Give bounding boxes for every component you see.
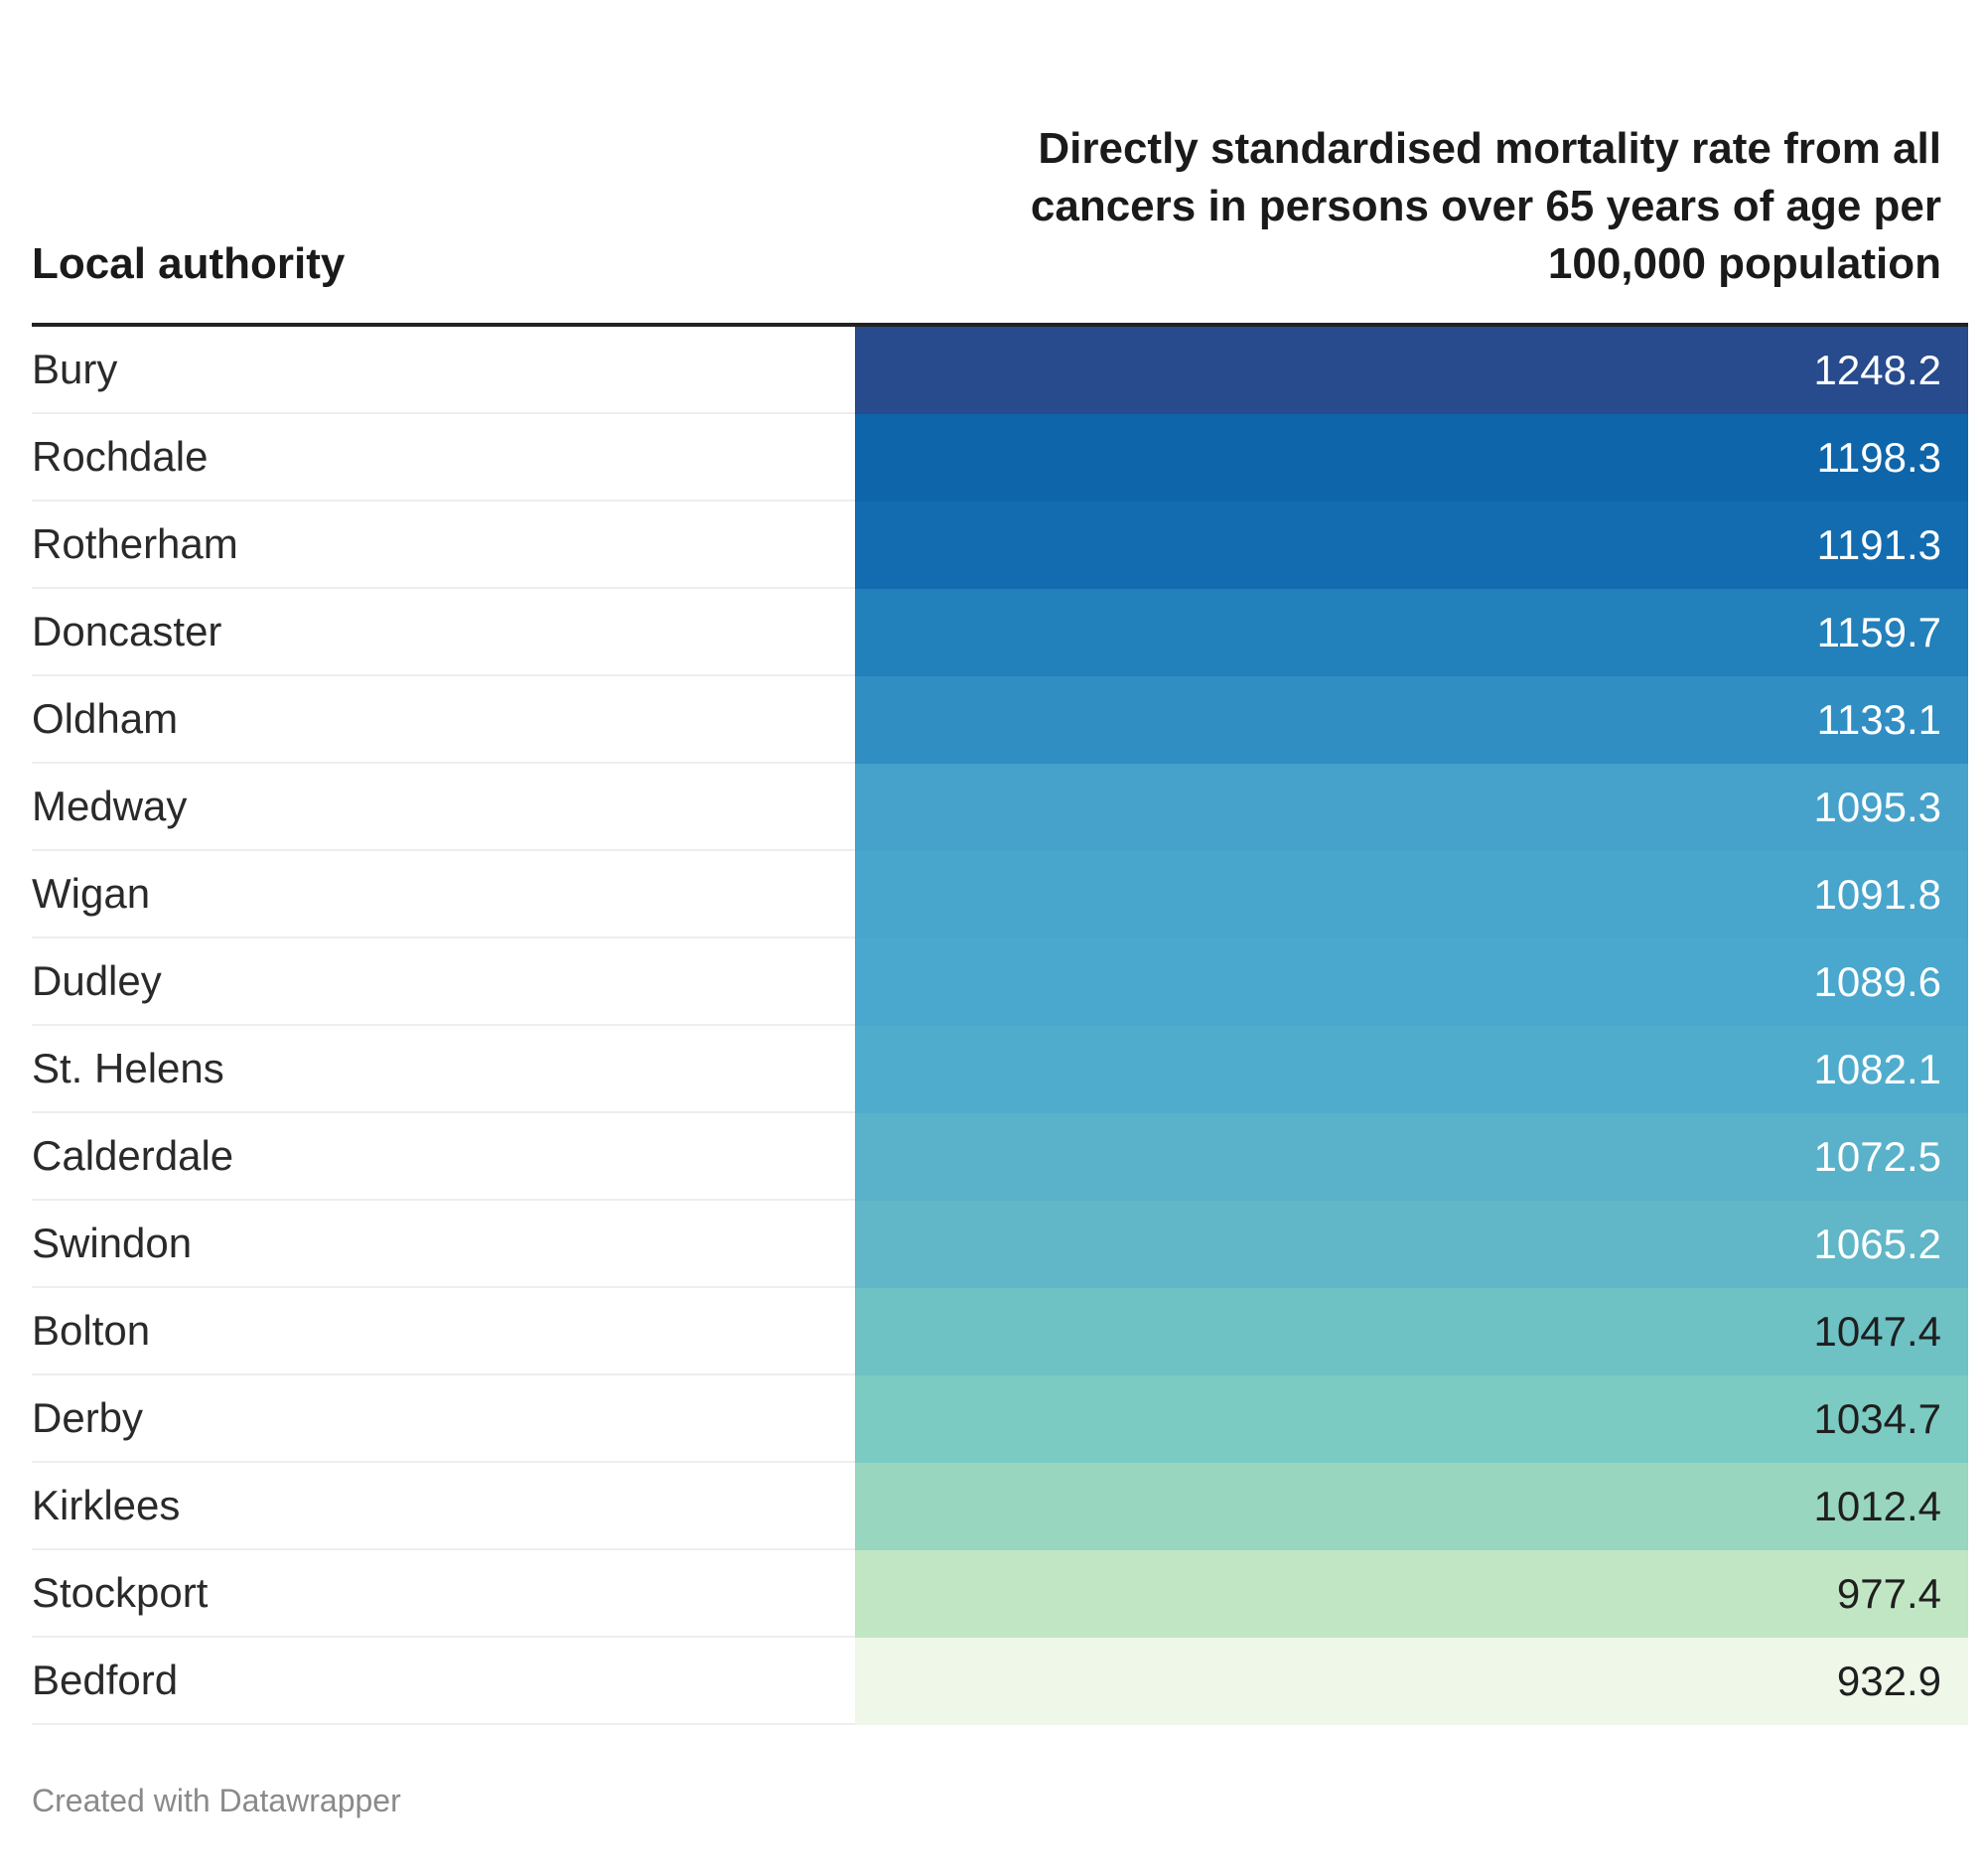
row-name-cell: Oldham (32, 676, 855, 764)
row-name-cell: Stockport (32, 1550, 855, 1638)
row-name-cell: Derby (32, 1375, 855, 1463)
row-value-cell: 1072.5 (855, 1113, 1968, 1201)
row-name-cell: St. Helens (32, 1026, 855, 1113)
table-row: Oldham 1133.1 (32, 676, 1968, 764)
table-row: Derby 1034.7 (32, 1375, 1968, 1463)
row-value-cell: 1159.7 (855, 589, 1968, 676)
row-name-cell: Rotherham (32, 502, 855, 589)
row-name-cell: Rochdale (32, 414, 855, 502)
table-row: Dudley 1089.6 (32, 938, 1968, 1026)
table-row: Bedford 932.9 (32, 1638, 1968, 1725)
row-name-cell: Bolton (32, 1288, 855, 1375)
table-body: Bury 1248.2 Rochdale 1198.3 Rotherham 1191.3 D… (32, 327, 1968, 1725)
table-row: Wigan 1091.8 (32, 851, 1968, 938)
row-value-cell: 1012.4 (855, 1463, 1968, 1550)
row-value-cell: 1091.8 (855, 851, 1968, 938)
row-name-cell: Medway (32, 764, 855, 851)
table-row: Rochdale 1198.3 (32, 414, 1968, 502)
row-value-cell: 932.9 (855, 1638, 1968, 1725)
row-name-cell: Doncaster (32, 589, 855, 676)
row-name-cell: Swindon (32, 1201, 855, 1288)
row-name-cell: Dudley (32, 938, 855, 1026)
row-value-cell: 1095.3 (855, 764, 1968, 851)
row-name-cell: Bury (32, 327, 855, 414)
row-value-cell: 977.4 (855, 1550, 1968, 1638)
table-row: St. Helens 1082.1 (32, 1026, 1968, 1113)
row-value-cell: 1089.6 (855, 938, 1968, 1026)
row-value-cell: 1191.3 (855, 502, 1968, 589)
row-name-cell: Calderdale (32, 1113, 855, 1201)
table-row: Medway 1095.3 (32, 764, 1968, 851)
row-value-cell: 1198.3 (855, 414, 1968, 502)
table-header: Local authority Directly standardised mo… (32, 119, 1968, 327)
row-value-cell: 1047.4 (855, 1288, 1968, 1375)
table-row: Rotherham 1191.3 (32, 502, 1968, 589)
table-row: Doncaster 1159.7 (32, 589, 1968, 676)
row-value-cell: 1034.7 (855, 1375, 1968, 1463)
column-header-mortality-rate[interactable]: Directly standardised mortality rate fro… (1030, 124, 1941, 288)
row-name-cell: Wigan (32, 851, 855, 938)
row-name-cell: Bedford (32, 1638, 855, 1725)
table-row: Bury 1248.2 (32, 327, 1968, 414)
table-row: Bolton 1047.4 (32, 1288, 1968, 1375)
row-name-cell: Kirklees (32, 1463, 855, 1550)
row-value-cell: 1065.2 (855, 1201, 1968, 1288)
data-table: Local authority Directly standardised mo… (32, 119, 1968, 1725)
column-header-local-authority[interactable]: Local authority (32, 239, 346, 288)
table-row: Swindon 1065.2 (32, 1201, 1968, 1288)
table-row: Calderdale 1072.5 (32, 1113, 1968, 1201)
row-value-cell: 1082.1 (855, 1026, 1968, 1113)
row-value-cell: 1133.1 (855, 676, 1968, 764)
row-value-cell: 1248.2 (855, 327, 1968, 414)
footer-credit: Created with Datawrapper (32, 1783, 401, 1818)
table-row: Kirklees 1012.4 (32, 1463, 1968, 1550)
table-row: Stockport 977.4 (32, 1550, 1968, 1638)
